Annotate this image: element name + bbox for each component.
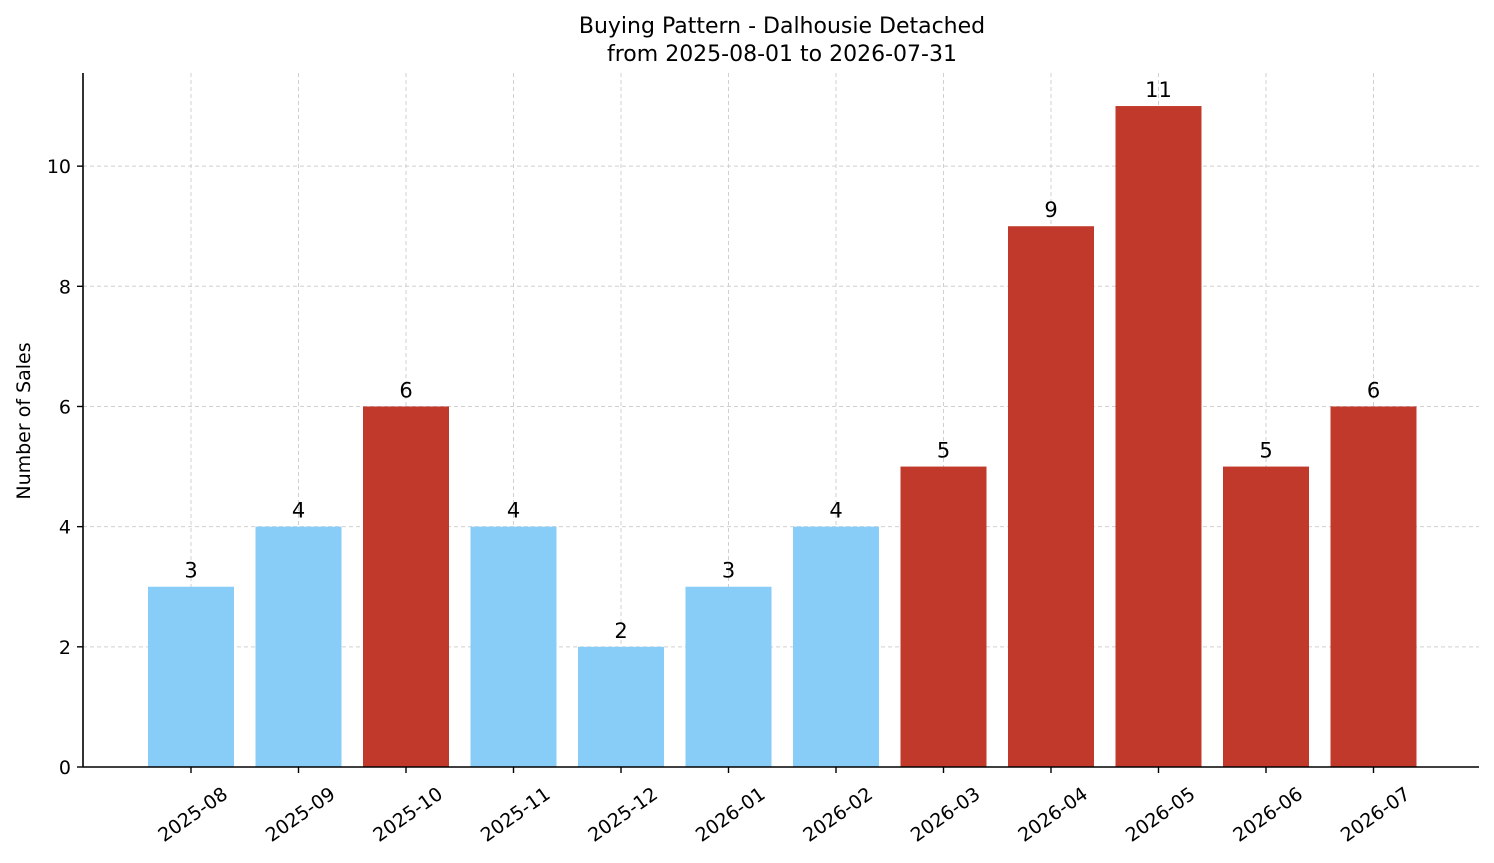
bar-2025-08 bbox=[148, 586, 234, 767]
x-tick-label-2026-02: 2026-02 bbox=[799, 783, 877, 847]
data-label-2026-03: 5 bbox=[937, 439, 950, 463]
x-tick-label-2025-08: 2025-08 bbox=[154, 783, 232, 847]
x-tick-label-2026-06: 2026-06 bbox=[1229, 783, 1307, 847]
data-label-2026-07: 6 bbox=[1367, 378, 1380, 402]
y-axis-label: Number of Sales bbox=[13, 342, 35, 499]
data-labels: 3 4 6 4 2 3 4 5 9 11 5 6 bbox=[184, 78, 1380, 643]
y-tick-label-10: 10 bbox=[47, 156, 71, 178]
data-label-2026-06: 5 bbox=[1259, 439, 1272, 463]
bar-2025-11 bbox=[470, 526, 557, 767]
data-label-2026-02: 4 bbox=[829, 499, 842, 523]
x-tick-label-2025-10: 2025-10 bbox=[369, 783, 447, 847]
bar-2025-10 bbox=[363, 406, 449, 767]
x-tick-label-2025-11: 2025-11 bbox=[477, 783, 555, 847]
y-tick-label-6: 6 bbox=[59, 396, 71, 418]
x-tick-label-2026-03: 2026-03 bbox=[907, 783, 985, 847]
data-label-2026-05: 11 bbox=[1145, 78, 1172, 102]
bar-2026-05 bbox=[1115, 106, 1202, 768]
chart-subtitle: from 2025-08-01 to 2026-07-31 bbox=[607, 42, 957, 67]
y-tick-label-4: 4 bbox=[59, 517, 71, 539]
x-tick-label-2026-04: 2026-04 bbox=[1014, 783, 1092, 847]
data-label-2025-11: 4 bbox=[507, 499, 520, 523]
data-label-2025-09: 4 bbox=[292, 499, 305, 523]
x-tick-label-2026-05: 2026-05 bbox=[1122, 783, 1200, 847]
axes bbox=[82, 73, 1479, 768]
data-label-2025-12: 2 bbox=[614, 619, 627, 643]
bar-2026-04 bbox=[1008, 226, 1094, 768]
bar-2025-12 bbox=[578, 646, 664, 767]
bar-2026-06 bbox=[1223, 466, 1309, 767]
bar-2026-01 bbox=[685, 586, 772, 767]
bar-2026-07 bbox=[1330, 406, 1417, 767]
bars bbox=[148, 106, 1417, 768]
data-label-2026-01: 3 bbox=[722, 559, 735, 583]
x-tick-label-2025-12: 2025-12 bbox=[584, 783, 662, 847]
bar-2025-09 bbox=[255, 526, 342, 767]
data-label-2025-10: 6 bbox=[399, 378, 412, 402]
x-tick-label-2025-09: 2025-09 bbox=[262, 783, 340, 847]
y-tick-label-8: 8 bbox=[59, 276, 71, 298]
data-label-2026-04: 9 bbox=[1044, 198, 1057, 222]
bar-2026-03 bbox=[900, 466, 987, 767]
chart-title: Buying Pattern - Dalhousie Detached bbox=[579, 14, 985, 39]
x-tick-label-2026-07: 2026-07 bbox=[1337, 783, 1415, 847]
y-tick-label-0: 0 bbox=[59, 757, 71, 779]
x-tick-label-2026-01: 2026-01 bbox=[692, 783, 770, 847]
y-tick-label-2: 2 bbox=[59, 637, 71, 659]
bar-2026-02 bbox=[793, 526, 879, 767]
data-label-2025-08: 3 bbox=[184, 559, 197, 583]
